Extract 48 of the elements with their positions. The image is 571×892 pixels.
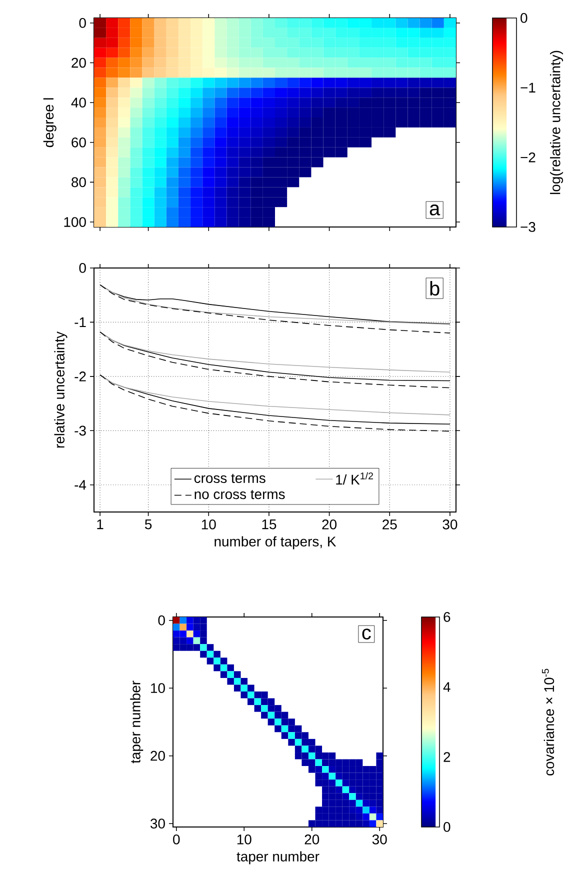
color-bar-label: −1 bbox=[520, 82, 536, 92]
y-tick-label: 40 bbox=[71, 98, 86, 108]
y-axis-title: degree l bbox=[43, 98, 56, 148]
y-tick-label: 30 bbox=[150, 818, 165, 829]
color-bar-label: 0 bbox=[444, 822, 450, 832]
annotation: b bbox=[430, 280, 440, 296]
x-tick-label: 30 bbox=[372, 834, 387, 844]
x-tick-label: 5 bbox=[144, 520, 152, 530]
y-tick-label: 20 bbox=[150, 750, 165, 761]
y-tick-label: 0 bbox=[79, 263, 86, 273]
x-tick-label: 0 bbox=[173, 834, 180, 844]
legend-label: no cross terms bbox=[194, 490, 285, 500]
y-tick-label: 80 bbox=[72, 177, 86, 188]
color-bar-title: log(relative uncertainty) bbox=[550, 50, 564, 194]
y-tick-label: 60 bbox=[72, 137, 86, 148]
y-tick-label: 10 bbox=[151, 683, 165, 694]
color-bar-title: covariance × 10$^{-5}$ bbox=[542, 668, 554, 776]
color-bar-label: 6 bbox=[444, 612, 450, 622]
color-bar-label: 0 bbox=[520, 13, 528, 23]
y-tick-label: -4 bbox=[74, 480, 86, 490]
y-tick-label: -3 bbox=[74, 426, 86, 436]
color-bar-label: 2 bbox=[444, 752, 450, 762]
color-bar-label: −2 bbox=[520, 152, 536, 162]
color-bar-label: −3 bbox=[520, 222, 536, 232]
annotation: c bbox=[362, 628, 371, 640]
y-tick-label: 20 bbox=[72, 58, 86, 68]
y-tick-label: 0 bbox=[158, 615, 165, 626]
y-tick-label: -1 bbox=[74, 317, 86, 328]
x-tick-label: 1 bbox=[97, 520, 104, 530]
y-tick-label: -2 bbox=[74, 372, 86, 382]
legend-label: cross terms bbox=[194, 474, 266, 483]
x-tick-label: 25 bbox=[382, 519, 397, 530]
x-axis-title: taper number bbox=[236, 851, 320, 864]
annotation: a bbox=[430, 204, 440, 216]
x-tick-label: 15 bbox=[262, 520, 276, 530]
y-axis-title: relative uncertainty bbox=[54, 332, 68, 448]
x-tick-label: 20 bbox=[304, 834, 320, 844]
x-tick-label: 10 bbox=[237, 834, 252, 844]
line-series bbox=[100, 332, 450, 372]
y-axis-title: taper number bbox=[130, 680, 144, 764]
color-bar-label: 4 bbox=[443, 682, 450, 692]
y-tick-label: 0 bbox=[79, 18, 86, 28]
x-axis-title: number of tapers, K bbox=[214, 536, 336, 550]
x-tick-label: 20 bbox=[322, 519, 337, 530]
x-tick-label: 30 bbox=[442, 519, 458, 530]
x-tick-label: 10 bbox=[202, 519, 216, 530]
y-tick-label: 100 bbox=[64, 217, 86, 227]
legend-label: 1/ K$^{1/2}$ bbox=[336, 472, 373, 485]
